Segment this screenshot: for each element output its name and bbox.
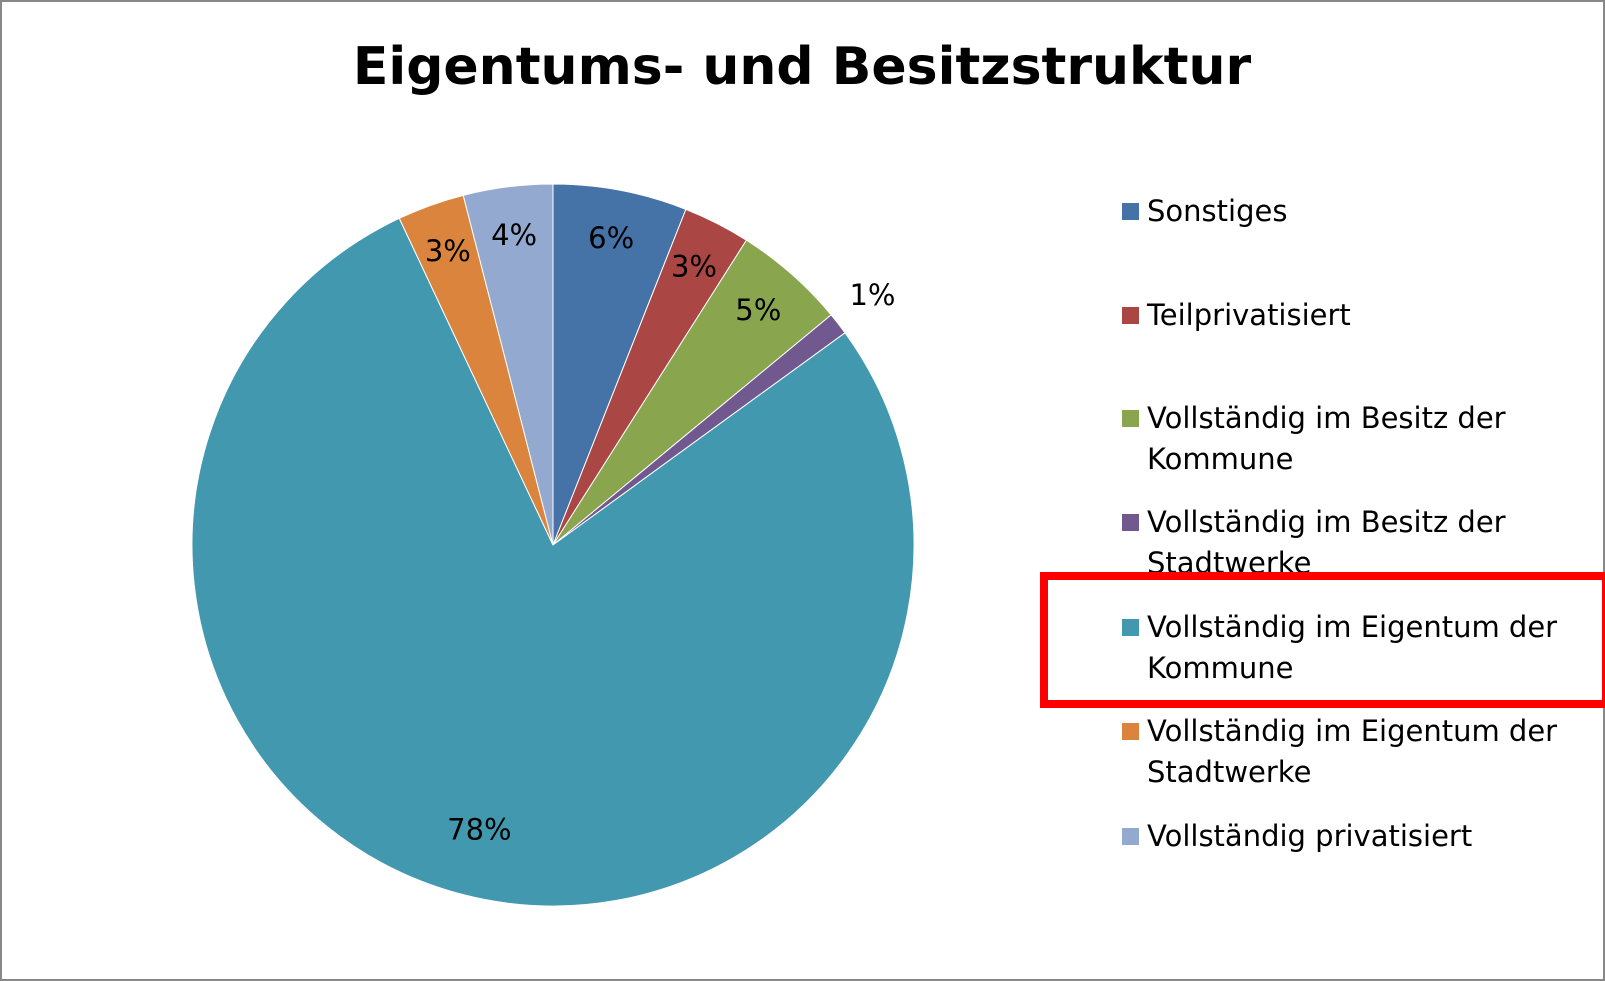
legend-item: Vollständig im Eigentum der Kommune: [1122, 607, 1592, 689]
pie-slice: [191, 217, 915, 907]
data-label: 1%: [849, 278, 895, 312]
highlight-box: [1040, 572, 1605, 708]
legend-swatch: [1122, 410, 1139, 427]
legend-swatch: [1122, 828, 1139, 845]
legend-swatch: [1122, 307, 1139, 324]
legend-swatch: [1122, 514, 1139, 531]
legend-item: Teilprivatisiert: [1122, 295, 1592, 336]
legend-item: Vollständig im Besitz der Kommune: [1122, 398, 1592, 480]
legend-item: Vollständig privatisiert: [1122, 816, 1592, 857]
data-label: 4%: [491, 218, 537, 252]
legend-label: Vollständig privatisiert: [1147, 819, 1473, 853]
data-label: 78%: [447, 813, 511, 847]
data-label: 3%: [425, 234, 471, 268]
legend-label: Vollständig im Eigentum der Kommune: [1147, 610, 1558, 685]
chart-title: Eigentums- und Besitzstruktur: [353, 37, 1252, 97]
legend-swatch: [1122, 723, 1139, 740]
legend-item: Sonstiges: [1122, 191, 1592, 232]
legend-swatch: [1122, 203, 1139, 220]
pie-slice: [462, 183, 554, 546]
data-label: 3%: [671, 249, 717, 283]
legend-swatch: [1122, 619, 1139, 636]
legend-label: Sonstiges: [1147, 194, 1288, 228]
data-label: 6%: [588, 221, 634, 255]
legend-label: Vollständig im Besitz der Kommune: [1147, 401, 1506, 476]
legend-label: Vollständig im Eigentum der Stadtwerke: [1147, 714, 1558, 789]
pie-slice: [552, 183, 687, 546]
data-label: 5%: [735, 293, 781, 327]
legend-label: Teilprivatisiert: [1147, 298, 1351, 332]
legend-item: Vollständig im Eigentum der Stadtwerke: [1122, 711, 1592, 793]
